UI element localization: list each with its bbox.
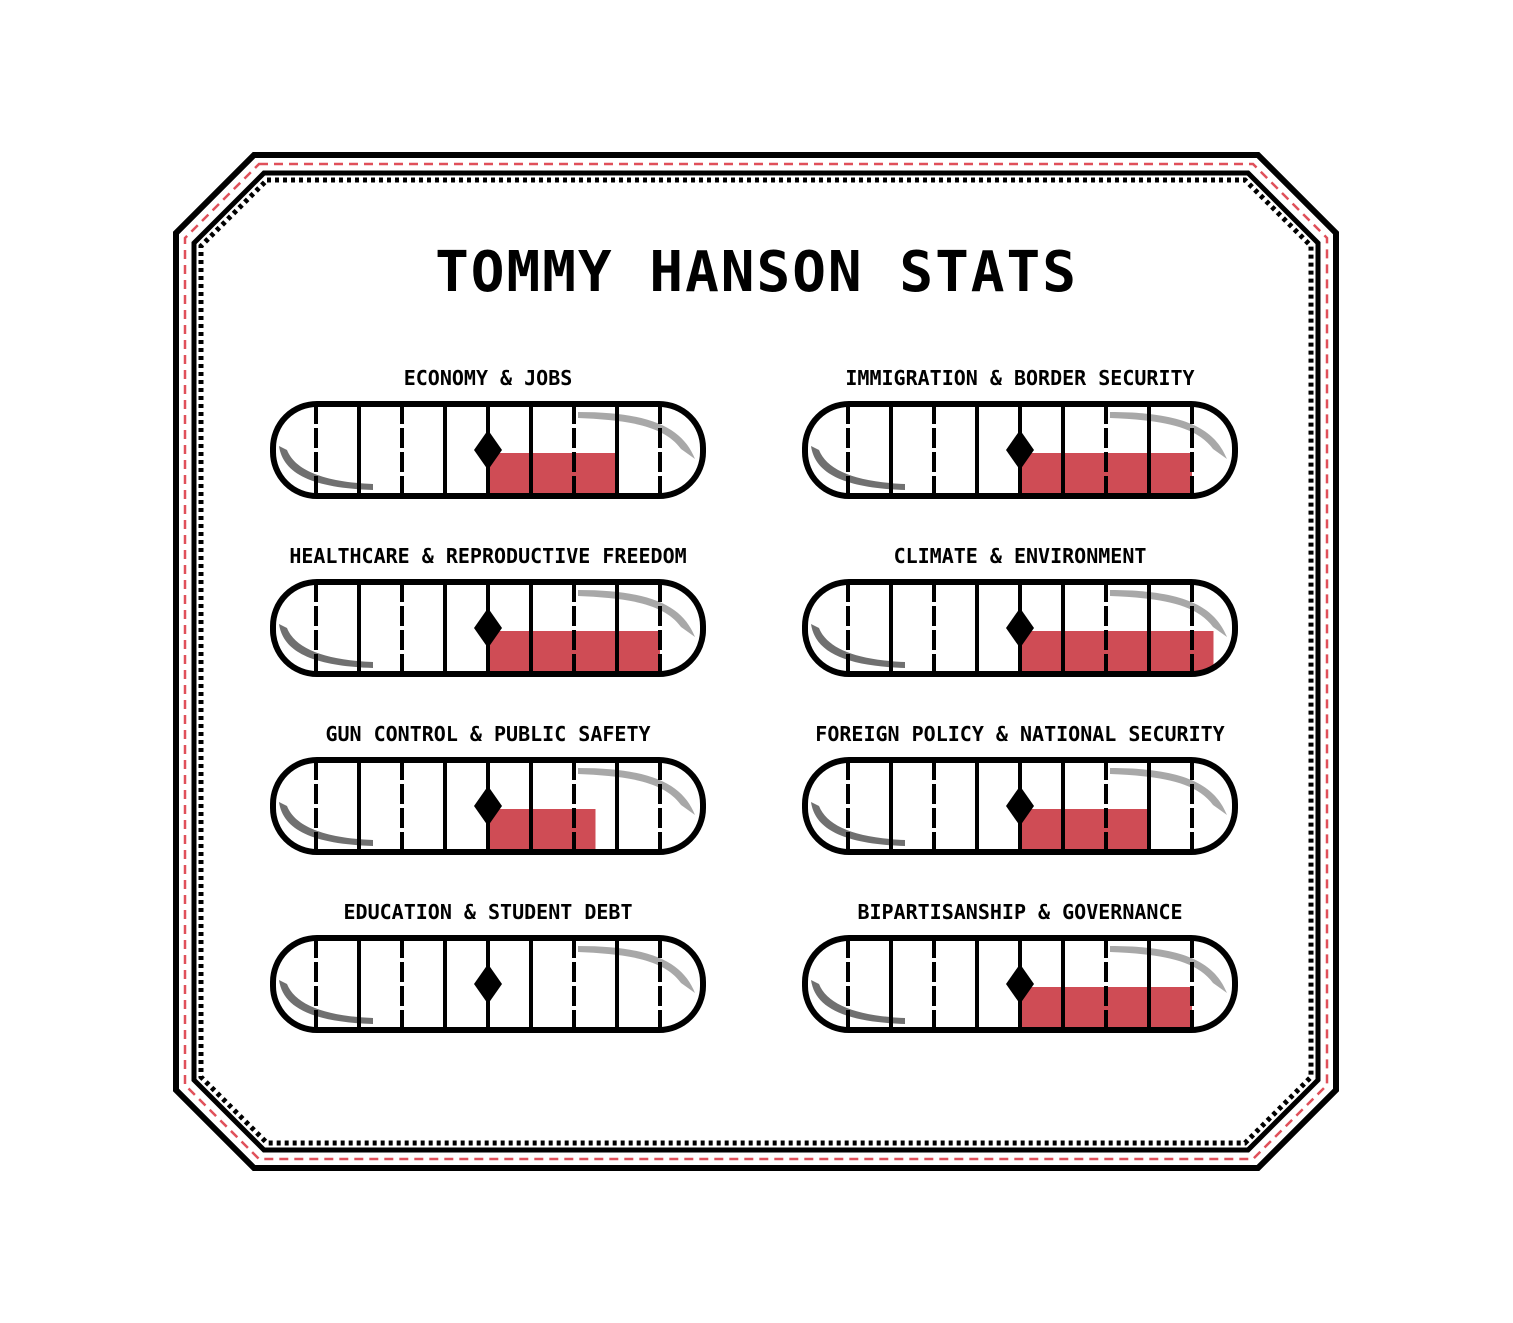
meter-shadow [811, 446, 905, 490]
meter-shine [1110, 768, 1227, 815]
meter-shadow [811, 980, 905, 1024]
meter-outline [802, 401, 1238, 499]
stat-meter [802, 757, 1238, 855]
meter-fill [1020, 809, 1149, 852]
stat-label: FOREIGN POLICY & NATIONAL SECURITY [815, 722, 1225, 746]
center-marker-icon [474, 964, 502, 1004]
stat-label: IMMIGRATION & BORDER SECURITY [845, 366, 1195, 390]
meter-outline [270, 935, 706, 1033]
stat-meter [270, 757, 706, 855]
meter-outline [802, 579, 1238, 677]
stat-label: BIPARTISANSHIP & GOVERNANCE [857, 900, 1183, 924]
meter-shine [578, 412, 695, 459]
stat-meter [270, 579, 706, 677]
meter-outline [802, 935, 1238, 1033]
meter-shadow [811, 624, 905, 668]
center-marker-icon [474, 608, 502, 648]
meter-outline [270, 401, 706, 499]
meter-fill [1020, 631, 1214, 674]
center-marker-icon [1006, 786, 1034, 826]
meter-outline [270, 757, 706, 855]
frame-scallop-border [198, 177, 1314, 1146]
stat-label: CLIMATE & ENVIRONMENT [893, 544, 1147, 568]
frame-dash-border [183, 162, 1329, 1161]
meter-shadow [279, 802, 373, 846]
center-marker-icon [1006, 430, 1034, 470]
meter-shine [1110, 946, 1227, 993]
meter-fill [488, 453, 617, 496]
meter-outline [270, 579, 706, 677]
meter-shine [578, 590, 695, 637]
stat-meter [802, 579, 1238, 677]
meter-shadow [279, 624, 373, 668]
stat-meter [270, 401, 706, 499]
stat-label: EDUCATION & STUDENT DEBT [343, 900, 633, 924]
meter-fill [488, 809, 596, 852]
center-marker-icon [474, 786, 502, 826]
center-marker-icon [1006, 964, 1034, 1004]
stat-meter [802, 401, 1238, 499]
stat-label: HEALTHCARE & REPRODUCTIVE FREEDOM [289, 544, 687, 568]
meter-shine [1110, 412, 1227, 459]
center-marker-icon [474, 430, 502, 470]
frame-inner-border [191, 170, 1321, 1153]
meter-shadow [811, 802, 905, 846]
stat-meter [270, 935, 706, 1033]
page-title: TOMMY HANSON STATS [435, 240, 1078, 305]
meter-shadow [279, 980, 373, 1024]
meter-shadow [279, 446, 373, 490]
stat-label: GUN CONTROL & PUBLIC SAFETY [325, 722, 651, 746]
center-marker-icon [1006, 608, 1034, 648]
meter-outline [802, 757, 1238, 855]
meter-shine [578, 768, 695, 815]
stat-label: ECONOMY & JOBS [403, 366, 573, 390]
meter-shine [1110, 590, 1227, 637]
stat-meter [802, 935, 1238, 1033]
meter-shine [578, 946, 695, 993]
